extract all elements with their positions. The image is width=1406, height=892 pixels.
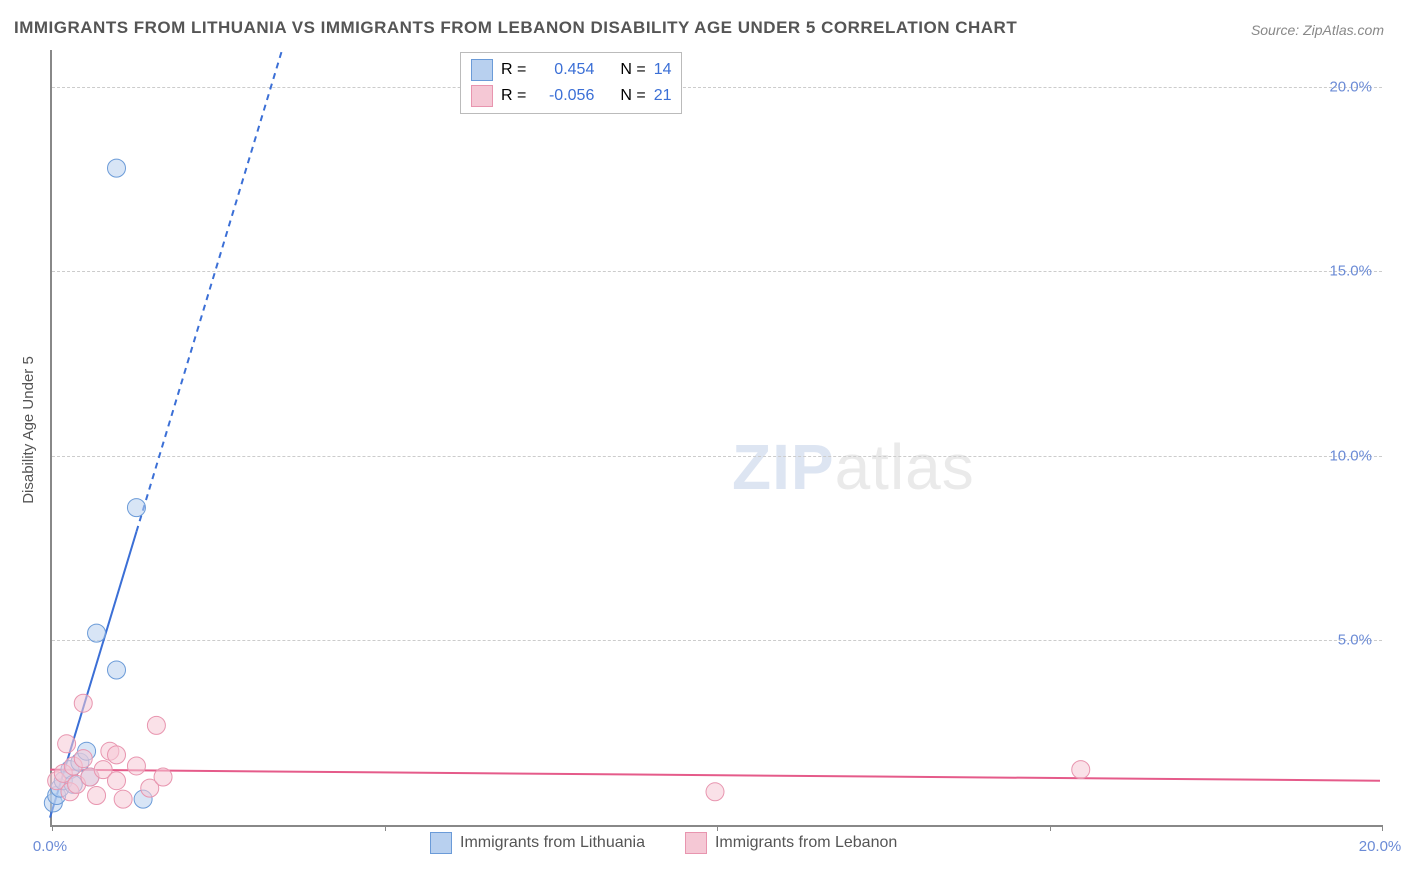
swatch-lithuania-bottom bbox=[430, 832, 452, 854]
watermark-zip: ZIP bbox=[732, 431, 835, 503]
legend-row-lebanon: R = -0.056 N = 21 bbox=[471, 83, 671, 109]
legend-label-lithuania: Immigrants from Lithuania bbox=[460, 834, 645, 852]
n-label: N = bbox=[620, 87, 645, 105]
legend-row-lithuania: R = 0.454 N = 14 bbox=[471, 57, 671, 83]
x-tick-label: 0.0% bbox=[33, 838, 67, 855]
legend-correlation: R = 0.454 N = 14 R = -0.056 N = 21 bbox=[460, 52, 682, 114]
chart-container: IMMIGRANTS FROM LITHUANIA VS IMMIGRANTS … bbox=[0, 0, 1406, 892]
x-tick bbox=[1050, 825, 1051, 831]
gridline-h bbox=[52, 87, 1382, 88]
y-tick-label: 10.0% bbox=[1329, 447, 1372, 464]
y-tick-label: 20.0% bbox=[1329, 78, 1372, 95]
n-value-lebanon: 21 bbox=[654, 87, 672, 105]
y-tick-label: 15.0% bbox=[1329, 263, 1372, 280]
n-label: N = bbox=[620, 61, 645, 79]
gridline-h bbox=[52, 271, 1382, 272]
swatch-lebanon-bottom bbox=[685, 832, 707, 854]
legend-label-lebanon: Immigrants from Lebanon bbox=[715, 834, 897, 852]
watermark: ZIPatlas bbox=[732, 430, 975, 504]
x-tick bbox=[717, 825, 718, 831]
swatch-lithuania bbox=[471, 59, 493, 81]
x-tick-label: 20.0% bbox=[1359, 838, 1402, 855]
source-attribution: Source: ZipAtlas.com bbox=[1251, 22, 1384, 38]
gridline-h bbox=[52, 456, 1382, 457]
legend-item-lebanon: Immigrants from Lebanon bbox=[685, 832, 897, 854]
gridline-h bbox=[52, 640, 1382, 641]
x-tick bbox=[1382, 825, 1383, 831]
watermark-atlas: atlas bbox=[835, 431, 975, 503]
r-value-lithuania: 0.454 bbox=[534, 61, 594, 79]
x-tick bbox=[52, 825, 53, 831]
chart-title: IMMIGRANTS FROM LITHUANIA VS IMMIGRANTS … bbox=[14, 18, 1017, 38]
swatch-lebanon bbox=[471, 85, 493, 107]
legend-item-lithuania: Immigrants from Lithuania bbox=[430, 832, 645, 854]
x-tick bbox=[385, 825, 386, 831]
n-value-lithuania: 14 bbox=[654, 61, 672, 79]
y-axis-label: Disability Age Under 5 bbox=[20, 356, 37, 504]
legend-series: Immigrants from Lithuania Immigrants fro… bbox=[430, 832, 897, 854]
r-label: R = bbox=[501, 61, 526, 79]
r-value-lebanon: -0.056 bbox=[534, 87, 594, 105]
r-label: R = bbox=[501, 87, 526, 105]
y-tick-label: 5.0% bbox=[1338, 632, 1372, 649]
plot-area: ZIPatlas 5.0% 10.0% 15.0% 20.0% bbox=[50, 50, 1382, 827]
